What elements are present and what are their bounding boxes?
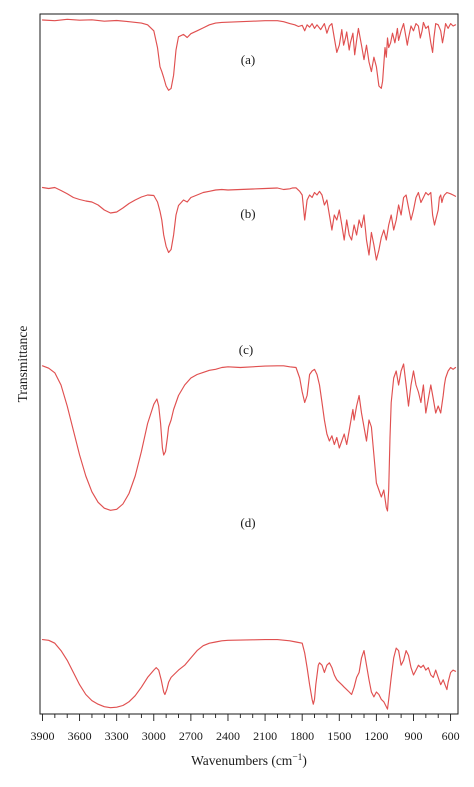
- x-axis-ticks: 3900 3600 3300 3000 2700 2400 2100 1800 1500 1200…: [30, 714, 460, 743]
- plot-frame: [39, 13, 459, 715]
- x-axis-title-close: ): [302, 753, 307, 768]
- curve-label-b: (b): [240, 206, 255, 221]
- x-tick-label: 2700: [179, 729, 203, 743]
- spectra-group: [41, 18, 457, 710]
- x-tick-label: 3600: [68, 729, 92, 743]
- x-tick-label: 3000: [142, 729, 166, 743]
- spectrum-line-d: [41, 639, 457, 710]
- y-axis-title: Transmittance: [15, 326, 30, 403]
- x-tick-label: 600: [442, 729, 460, 743]
- spectrum-line-b: [41, 186, 457, 261]
- curve-label-d: (d): [240, 515, 255, 530]
- spectrum-line-c: [41, 363, 457, 512]
- x-axis-title-superscript: −1: [292, 753, 302, 763]
- spectrum-line-a: [41, 18, 457, 91]
- curve-label-c: (c): [239, 342, 253, 357]
- x-tick-label: 900: [404, 729, 422, 743]
- x-axis-title: Wavenumbers (cm−1): [191, 753, 307, 768]
- x-tick-label: 1500: [327, 729, 351, 743]
- x-tick-label: 2400: [216, 729, 240, 743]
- x-tick-label: 2100: [253, 729, 277, 743]
- x-tick-label: 1800: [290, 729, 314, 743]
- x-tick-label: 1200: [364, 729, 388, 743]
- x-tick-label: 3300: [105, 729, 129, 743]
- curve-labels-group: (a) (b) (c) (d): [239, 52, 256, 530]
- curve-label-a: (a): [241, 52, 255, 67]
- x-tick-label: 3900: [30, 729, 54, 743]
